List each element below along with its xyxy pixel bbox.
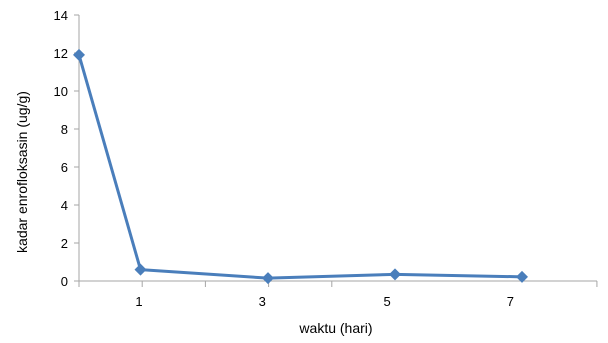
y-tick-label: 2 xyxy=(61,236,68,251)
data-point xyxy=(134,263,147,276)
data-point xyxy=(262,272,274,285)
x-tick-label: 7 xyxy=(507,294,514,309)
y-axis-title: kadar enrofloksasin (ug/g) xyxy=(14,91,30,253)
x-axis-ticks: 1 3 5 7 xyxy=(78,281,598,309)
y-tick-label: 4 xyxy=(61,198,68,213)
y-tick-label: 8 xyxy=(61,122,68,137)
y-tick-label: 14 xyxy=(54,8,68,23)
data-point xyxy=(516,270,528,283)
x-axis-title: waktu (hari) xyxy=(298,320,372,336)
y-tick-label: 12 xyxy=(54,46,68,61)
y-tick-label: 10 xyxy=(54,84,68,99)
x-tick-label: 3 xyxy=(259,294,266,309)
x-tick-label: 1 xyxy=(135,294,142,309)
y-tick-label: 0 xyxy=(61,274,68,289)
y-tick-label: 6 xyxy=(61,160,68,175)
data-point xyxy=(389,268,401,281)
y-axis-ticks: 0 2 4 6 8 10 12 14 xyxy=(54,8,79,289)
data-point xyxy=(73,48,85,61)
series-line xyxy=(77,53,524,280)
x-tick-label: 5 xyxy=(383,294,390,309)
series-markers xyxy=(73,48,528,285)
